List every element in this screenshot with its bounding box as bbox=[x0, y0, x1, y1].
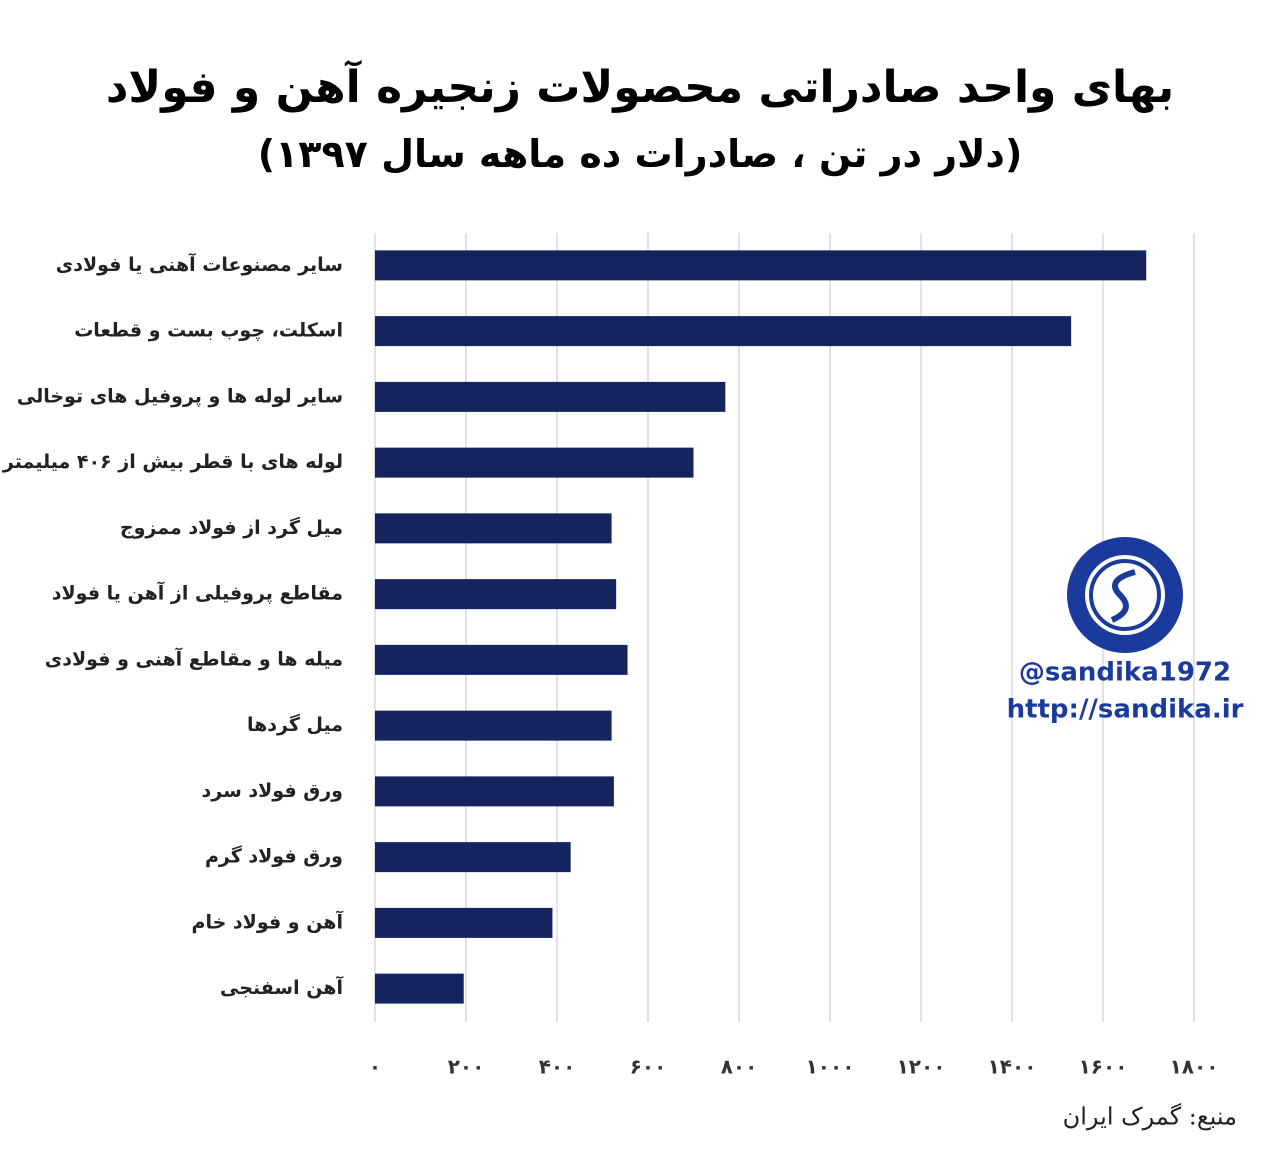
x-tick-label: ۲۰۰ bbox=[448, 1055, 485, 1079]
grid bbox=[374, 233, 1195, 1022]
x-tick-label: ۸۰۰ bbox=[721, 1055, 758, 1079]
x-tick-label: ۱۲۰۰ bbox=[897, 1055, 946, 1079]
y-tick-label: میل گرد از فولاد ممزوج bbox=[120, 516, 343, 539]
bar bbox=[375, 250, 1147, 281]
y-tick-label: آهن اسفنجی bbox=[220, 975, 343, 999]
bar bbox=[375, 579, 617, 610]
y-tick-label: ورق فولاد گرم bbox=[205, 845, 343, 868]
logo bbox=[1067, 537, 1183, 653]
y-tick-label: اسکلت، چوب بست و قطعات bbox=[74, 320, 343, 342]
y-tick-label: ورق فولاد سرد bbox=[202, 780, 343, 802]
y-tick-label: سایر مصنوعات آهنی یا فولادی bbox=[56, 252, 343, 276]
source-note: منبع: گمرک ایران bbox=[1063, 1103, 1237, 1131]
x-tick-label: ۰ bbox=[369, 1055, 381, 1079]
watermark-handle: @sandika1972 bbox=[1019, 658, 1231, 688]
chart-title: بهای واحد صادراتی محصولات زنجیره آهن و ف… bbox=[105, 62, 1175, 113]
x-tick-label: ۶۰۰ bbox=[630, 1055, 667, 1079]
x-tick-label: ۱۴۰۰ bbox=[988, 1055, 1037, 1079]
x-tick-label: ۱۸۰۰ bbox=[1170, 1055, 1219, 1079]
bar bbox=[375, 776, 614, 807]
bar bbox=[375, 513, 612, 544]
bar bbox=[375, 316, 1072, 347]
x-tick-label: ۱۰۰۰ bbox=[806, 1055, 855, 1079]
y-tick-label: مقاطع پروفیلی از آهن یا فولاد bbox=[52, 581, 343, 605]
x-tick-label: ۱۶۰۰ bbox=[1079, 1055, 1128, 1079]
bar bbox=[375, 973, 464, 1004]
bar bbox=[375, 710, 612, 741]
bars: ۰ ۲۰۰ ۴۰۰ ۶۰۰ ۸۰۰ ۱۰۰۰ ۱۲۰۰ ۱۴۰۰ ۱۶۰۰ ۱۸۰۰ سایر مص… bbox=[2, 250, 1219, 1079]
y-tick-label: میل گردها bbox=[247, 713, 343, 736]
bar bbox=[375, 907, 553, 938]
bar bbox=[375, 842, 571, 873]
x-tick-label: ۴۰۰ bbox=[539, 1055, 576, 1079]
bar bbox=[375, 644, 628, 675]
y-tick-label: میله ها و مقاطع آهنی و فولادی bbox=[45, 646, 343, 670]
y-tick-label: لوله های با قطر بیش از ۴۰۶ میلیمتر bbox=[2, 451, 343, 473]
chart-subtitle: (دلار در تن ، صادرات ده ماهه سال ۱۳۹۷) bbox=[257, 132, 1023, 176]
watermark-url: http://sandika.ir bbox=[1007, 695, 1244, 725]
bar bbox=[375, 381, 726, 412]
bar bbox=[375, 447, 694, 478]
y-tick-label: سایر لوله ها و پروفیل های توخالی bbox=[17, 385, 343, 407]
y-tick-label: آهن و فولاد خام bbox=[192, 909, 344, 933]
